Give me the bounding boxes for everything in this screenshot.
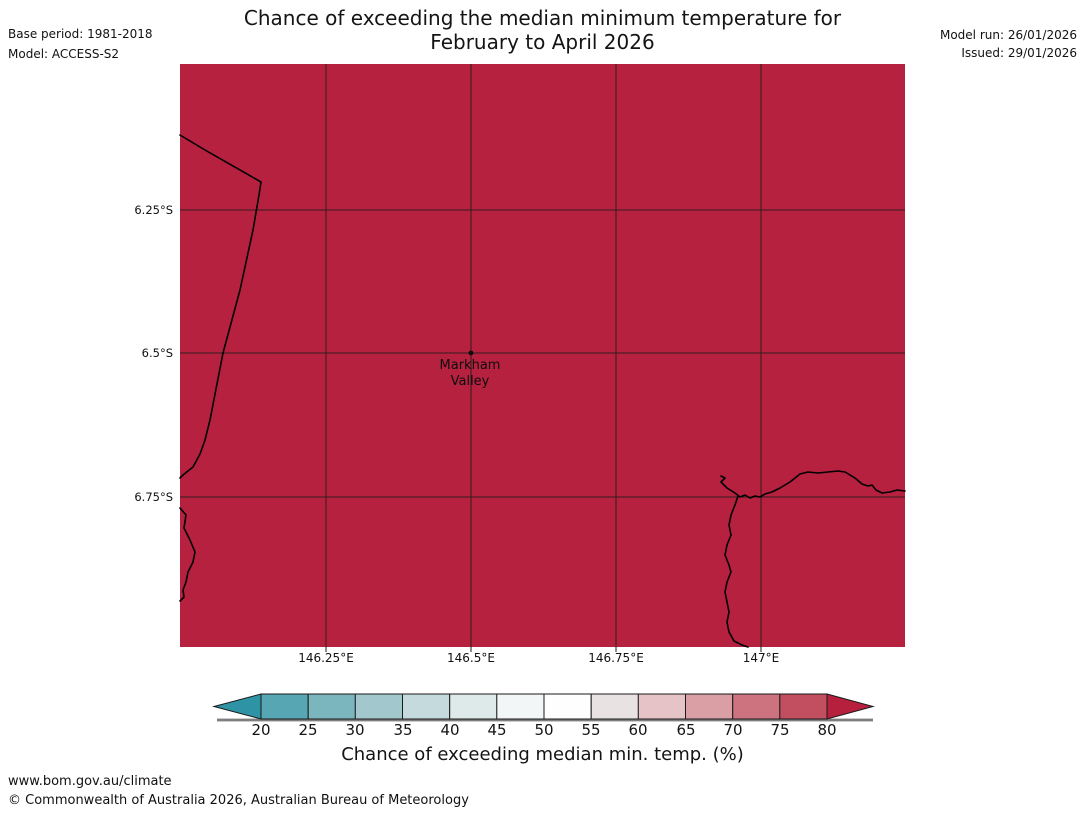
y-axis-label-65s: 6.5°S: [141, 346, 173, 360]
run-info: Model run: 26/01/2026 Issued: 29/01/2026: [940, 27, 1077, 62]
model-run-text: Model run: 26/01/2026: [939, 28, 1077, 42]
marker-label-line-1: Markham: [439, 358, 501, 373]
x-axis-ticks: [325, 647, 762, 652]
y-axis-label-625s: 6.25°S: [134, 203, 173, 217]
colorbar: [210, 688, 890, 724]
colorbar-tick-70: 70: [723, 721, 743, 739]
colorbar-tick-35: 35: [393, 721, 413, 739]
colorbar-segment: [354, 693, 404, 720]
colorbar-tick-45: 45: [487, 721, 507, 739]
footer-copyright: © Commonwealth of Australia 2026, Austra…: [8, 793, 469, 808]
colorbar-segment: [590, 693, 639, 720]
coastline-northwest: [179, 134, 262, 479]
map-gridlines: [180, 64, 905, 647]
colorbar-segment: [496, 693, 545, 720]
model-text: Model: ACCESS-S2: [8, 47, 120, 61]
colorbar-tick-60: 60: [628, 721, 648, 739]
colorbar-segment: [543, 693, 592, 720]
x-axis-label-147e: 147°E: [742, 651, 780, 665]
title-line-1: Chance of exceeding the median minimum t…: [243, 6, 842, 30]
colorbar-segment: [637, 693, 686, 720]
colorbar-tick-20: 20: [251, 721, 271, 739]
colorbar-segment: [685, 693, 734, 720]
base-period-text: Base period: 1981-2018: [8, 27, 153, 41]
colorbar-segment: [449, 693, 498, 720]
colorbar-canvas: [212, 693, 875, 722]
colorbar-tick-25: 25: [298, 721, 318, 739]
issued-text: Issued: 29/01/2026: [961, 45, 1077, 60]
colorbar-tick-65: 65: [676, 721, 696, 739]
colorbar-shadow: [217, 718, 873, 722]
model-info: Base period: 1981-2018 Model: ACCESS-S2: [8, 24, 153, 64]
colorbar-tick-50: 50: [534, 721, 554, 739]
x-axis-label-14625e: 146.25°E: [298, 651, 354, 665]
coastline-southwest: [179, 507, 196, 602]
colorbar-segment: [307, 693, 356, 720]
colorbar-tick-55: 55: [581, 721, 601, 739]
location-marker-dot: [468, 350, 474, 356]
colorbar-segment: [779, 693, 828, 720]
x-axis-label-14675e: 146.75°E: [588, 651, 644, 665]
colorbar-tick-40: 40: [440, 721, 460, 739]
colorbar-tick-75: 75: [770, 721, 790, 739]
forecast-map: [179, 64, 906, 652]
colorbar-right-arrow: [826, 693, 875, 720]
colorbar-segment: [260, 693, 309, 720]
colorbar-tick-80: 80: [817, 721, 837, 739]
map-fill-region: [180, 64, 905, 647]
title-line-2: February to April 2026: [430, 30, 655, 54]
footer-url: www.bom.gov.au/climate: [8, 774, 172, 789]
colorbar-segment: [402, 693, 451, 720]
colorbar-segment: [732, 693, 781, 720]
marker-label-line-2: Valley: [450, 374, 490, 389]
location-marker-label: Markham Valley: [440, 358, 501, 390]
y-axis-label-675s: 6.75°S: [134, 490, 173, 504]
x-axis-label-1465e: 146.5°E: [447, 651, 495, 665]
coastline-south-branch: [724, 495, 749, 648]
colorbar-left-arrow: [212, 693, 262, 720]
colorbar-tick-30: 30: [345, 721, 365, 739]
map-canvas: [179, 64, 906, 652]
page-title: Chance of exceeding the median minimum t…: [0, 6, 1085, 54]
colorbar-caption: Chance of exceeding median min. temp. (%…: [341, 744, 744, 765]
